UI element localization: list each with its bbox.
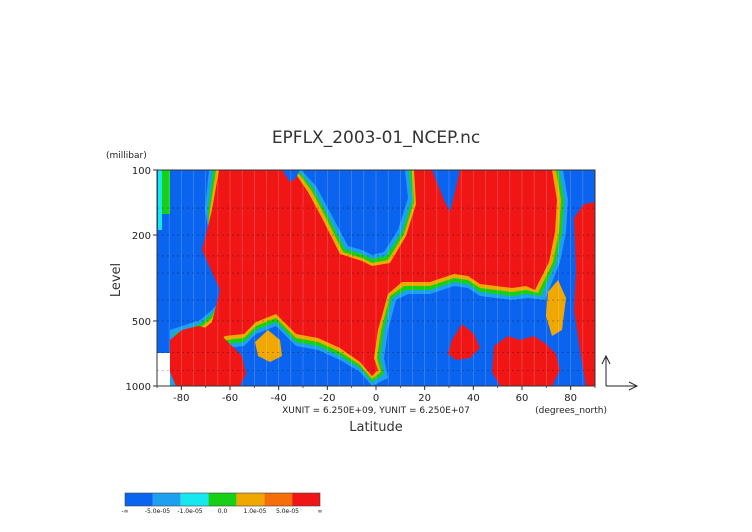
unit-note: XUNIT = 6.250E+09, YUNIT = 6.250E+07	[282, 406, 470, 416]
colorbar-label: -5.0e-05	[145, 508, 170, 515]
contour-negative-tongue	[432, 170, 460, 212]
colorbar-swatch	[152, 493, 181, 506]
contour-positive-south-low	[170, 326, 246, 386]
colorbar-label: ∞	[318, 508, 323, 515]
y-tick-label: 200	[132, 231, 151, 242]
colorbar-frame	[124, 492, 321, 507]
x-units-label: (degrees_north)	[535, 406, 607, 416]
colorbar-label: -1.0e-05	[177, 508, 202, 515]
contour-positive-center	[178, 170, 557, 380]
grid-lines	[157, 170, 595, 386]
x-tick-label: 80	[564, 393, 577, 404]
colorbar-swatch	[125, 493, 153, 506]
colorbar-swatch	[180, 493, 209, 506]
contour-positive-north-low	[492, 336, 560, 386]
contour-strip-green	[162, 170, 170, 214]
contour-strip-cyan	[158, 170, 162, 230]
x-tick-label: -40	[270, 393, 286, 404]
colorbar-label: -∞	[121, 508, 128, 515]
y-units-label: (millibar)	[106, 151, 147, 161]
chart-title: EPFLX_2003-01_NCEP.nc	[272, 128, 480, 148]
contour-positive-east	[574, 202, 595, 386]
colorbar-swatch	[208, 493, 237, 506]
colorbar-swatch	[236, 493, 265, 506]
x-tick-label: 0	[373, 393, 379, 404]
contour-negative-dip	[282, 170, 300, 182]
y-tick-label: 500	[132, 317, 151, 328]
colorbar-swatch	[292, 493, 320, 506]
vector-reference-arrows	[601, 354, 639, 391]
colorbar: -∞ -5.0e-05 -1.0e-05 0.0 1.0e-05 5.0e-05 ∞	[121, 492, 323, 515]
y-tick-label: 100	[132, 166, 151, 177]
contour-field	[157, 170, 595, 386]
contour-positive-cell	[448, 324, 480, 360]
colorbar-label: 0.0	[218, 508, 228, 515]
x-tick-label: 40	[467, 393, 480, 404]
x-tick-label: -60	[222, 393, 238, 404]
y-axis-label: Level	[109, 263, 124, 297]
x-tick-label: -80	[173, 393, 189, 404]
y-axis-ticks: 100 200 500 1000	[126, 166, 157, 393]
missing-data-block	[157, 353, 170, 386]
contour-pocket-orange	[255, 330, 282, 362]
x-tick-label: -20	[319, 393, 335, 404]
colorbar-label: 5.0e-05	[276, 508, 299, 515]
colorbar-label: 1.0e-05	[243, 508, 266, 515]
x-axis-ticks: -80 -60 -40 -20 0 20 40 60 80	[156, 386, 596, 404]
colorbar-swatch	[264, 493, 293, 506]
contour-pocket-orange-east	[546, 280, 566, 336]
x-tick-label: 60	[516, 393, 529, 404]
y-tick-label: 1000	[126, 382, 151, 393]
x-axis-label: Latitude	[349, 420, 403, 435]
x-tick-label: 20	[418, 393, 431, 404]
